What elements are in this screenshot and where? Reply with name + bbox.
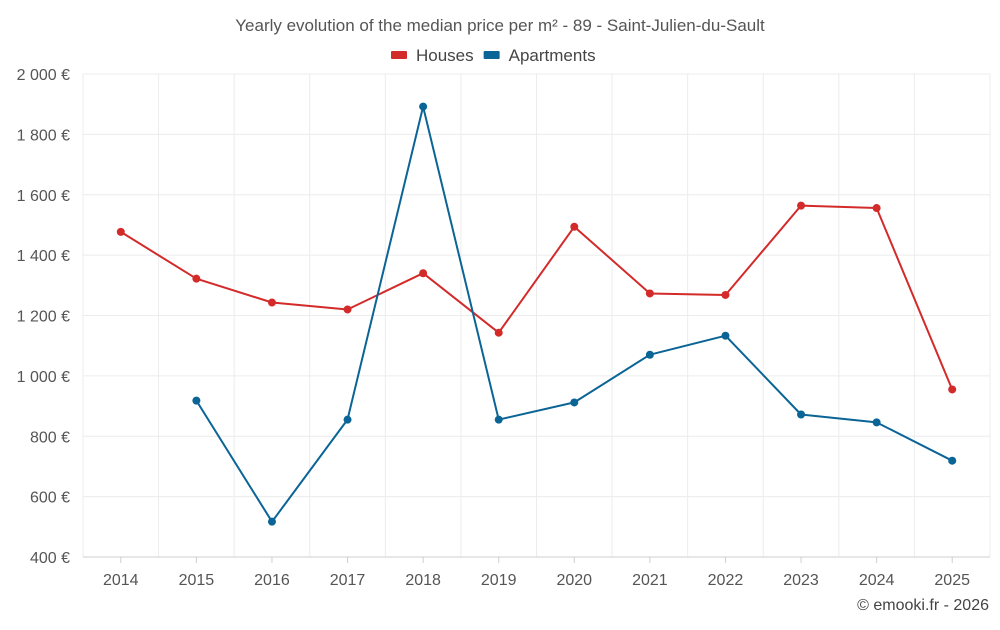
y-tick-label: 400 € bbox=[30, 550, 70, 567]
x-tick-label: 2024 bbox=[859, 572, 895, 589]
x-tick-label: 2023 bbox=[783, 572, 819, 589]
x-tick-label: 2015 bbox=[179, 572, 215, 589]
x-axis: 2014 2015 2016 2017 2018 2019 2020 2021 2022 2023… bbox=[83, 556, 990, 589]
legend-label-apartments: Apartments bbox=[509, 46, 596, 65]
y-tick-label: 1 600 € bbox=[17, 188, 70, 205]
y-tick-label: 1 800 € bbox=[17, 127, 70, 144]
y-tick-label: 1 000 € bbox=[17, 369, 70, 386]
data-point-houses bbox=[797, 201, 806, 210]
x-tick-label: 2022 bbox=[708, 572, 744, 589]
x-tick-label: 2025 bbox=[934, 572, 970, 589]
y-tick-label: 600 € bbox=[30, 490, 70, 507]
data-point-houses bbox=[419, 269, 428, 278]
y-tick-label: 800 € bbox=[30, 429, 70, 446]
data-point-houses bbox=[570, 222, 579, 231]
data-point-apartments bbox=[570, 398, 579, 407]
data-point-apartments bbox=[192, 396, 201, 405]
x-tick-label: 2018 bbox=[405, 572, 441, 589]
x-tick-label: 2021 bbox=[632, 572, 668, 589]
chart-title: Yearly evolution of the median price per… bbox=[235, 16, 765, 35]
x-tick-label: 2017 bbox=[330, 572, 366, 589]
y-tick-label: 1 400 € bbox=[17, 248, 70, 265]
data-point-houses bbox=[494, 328, 503, 337]
data-point-apartments bbox=[419, 102, 428, 111]
x-tick-label: 2020 bbox=[556, 572, 592, 589]
y-axis: 400 € 600 € 800 € 1 000 € 1 200 € 1 400 € 1 60… bbox=[17, 67, 70, 567]
data-point-houses bbox=[343, 305, 352, 314]
data-point-apartments bbox=[721, 331, 730, 340]
credit-text: © emooki.fr - 2026 bbox=[857, 597, 989, 614]
data-point-houses bbox=[116, 227, 125, 236]
data-point-apartments bbox=[645, 350, 654, 359]
legend-label-houses: Houses bbox=[416, 46, 474, 65]
data-point-houses bbox=[645, 289, 654, 298]
data-point-houses bbox=[721, 290, 730, 299]
data-point-houses bbox=[192, 274, 201, 283]
data-point-apartments bbox=[872, 418, 881, 427]
data-point-apartments bbox=[494, 415, 503, 424]
data-point-apartments bbox=[948, 456, 957, 465]
data-point-houses bbox=[267, 298, 276, 307]
series-layer bbox=[116, 102, 957, 526]
x-tick-label: 2014 bbox=[103, 572, 139, 589]
y-tick-label: 1 200 € bbox=[17, 309, 70, 326]
legend: Houses Apartments bbox=[391, 46, 596, 65]
data-point-apartments bbox=[267, 517, 276, 526]
data-point-houses bbox=[948, 385, 957, 394]
series-line-houses bbox=[120, 204, 954, 390]
legend-swatch-houses bbox=[391, 51, 407, 59]
x-tick-label: 2016 bbox=[254, 572, 290, 589]
y-tick-label: 2 000 € bbox=[17, 67, 70, 84]
legend-swatch-apartments bbox=[483, 51, 500, 59]
data-point-apartments bbox=[343, 415, 352, 424]
grid bbox=[82, 73, 991, 558]
data-point-apartments bbox=[797, 410, 806, 419]
data-point-houses bbox=[872, 204, 881, 213]
x-tick-label: 2019 bbox=[481, 572, 517, 589]
